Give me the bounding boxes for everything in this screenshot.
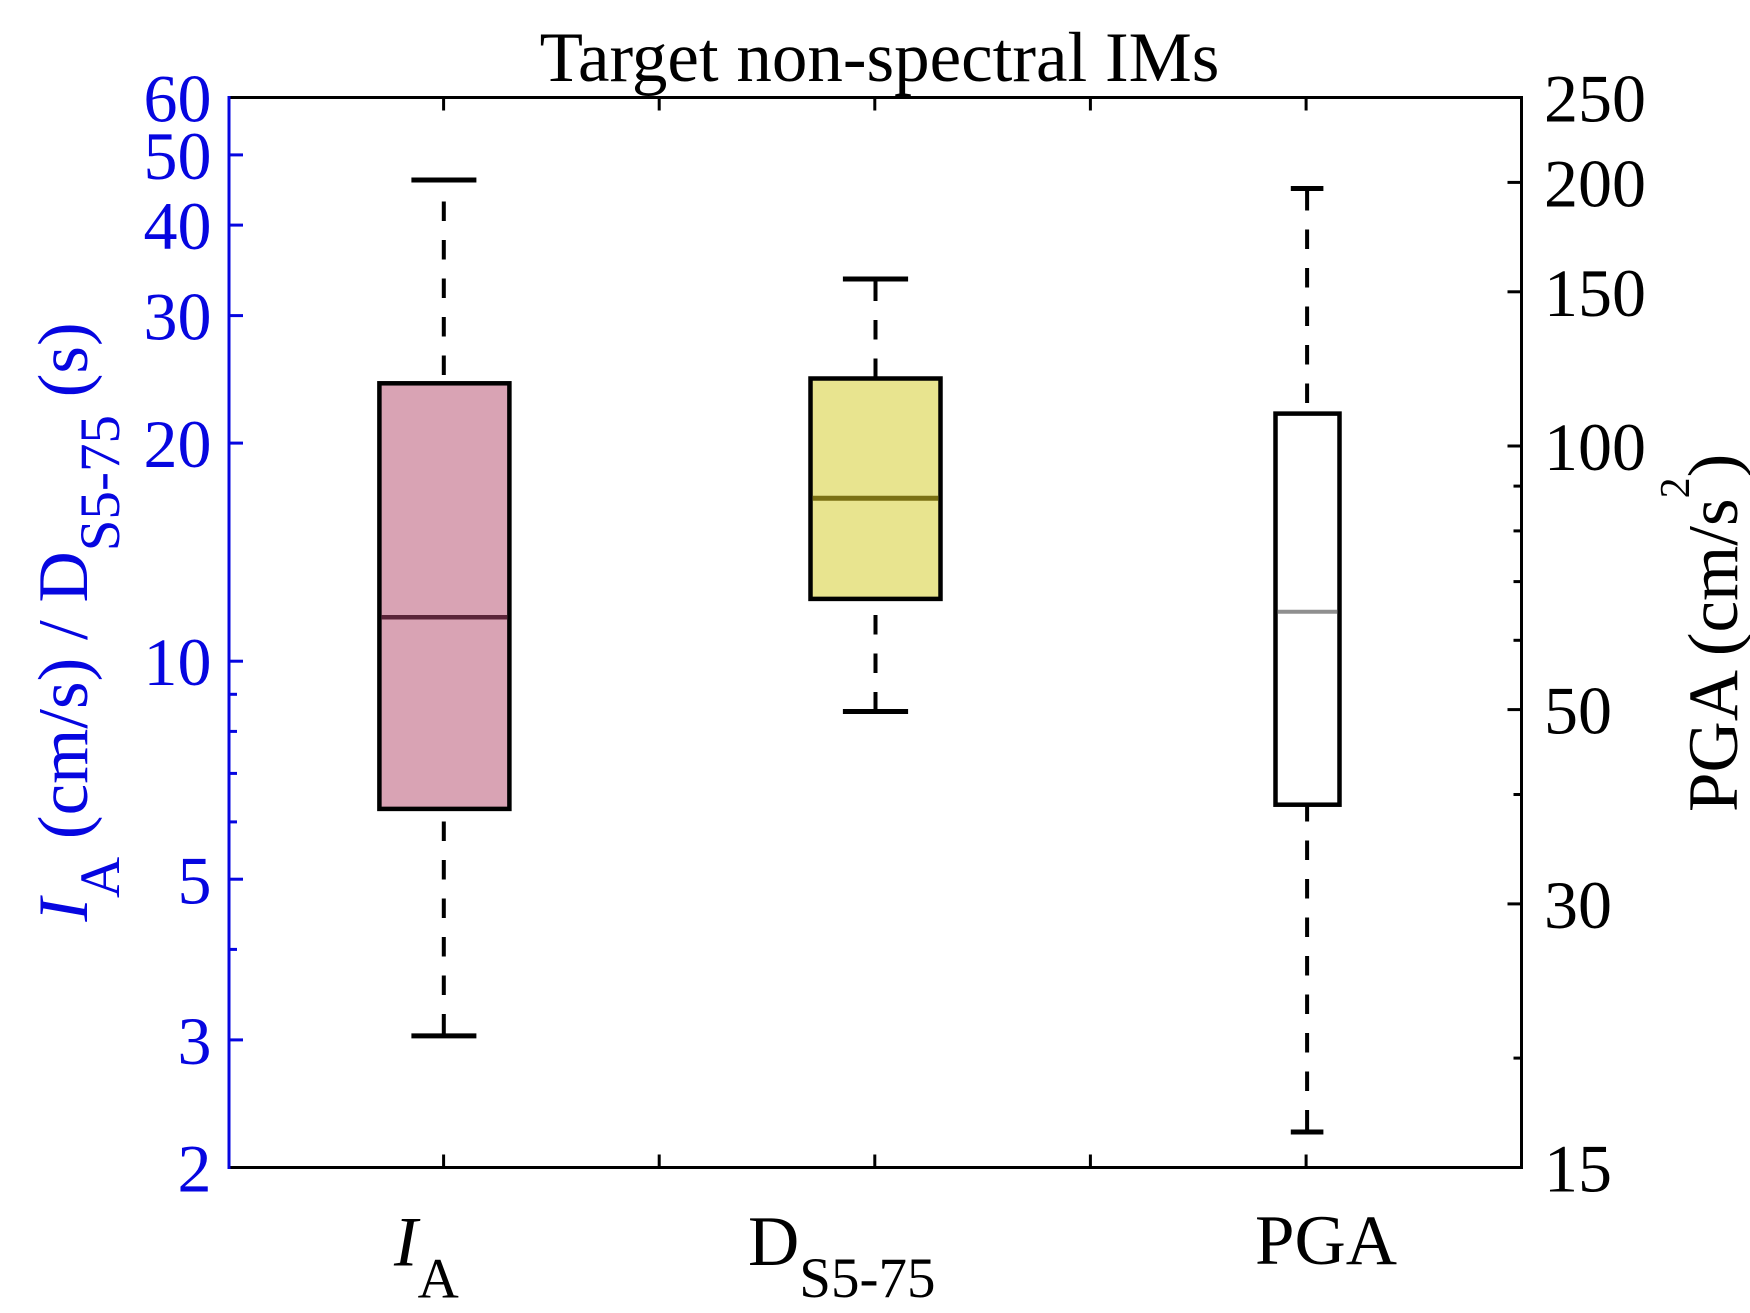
svg-text:50: 50 xyxy=(1544,673,1612,749)
svg-text:IA (cm/s) / DS5-75 (s): IA (cm/s) / DS5-75 (s) xyxy=(25,322,132,922)
svg-text:DS5-75: DS5-75 xyxy=(748,1203,935,1310)
svg-text:3: 3 xyxy=(178,1003,212,1079)
svg-text:200: 200 xyxy=(1544,145,1646,221)
svg-text:Target non-spectral IMs: Target non-spectral IMs xyxy=(540,19,1220,97)
svg-text:40: 40 xyxy=(144,188,212,264)
svg-text:PGA: PGA xyxy=(1255,1202,1397,1280)
svg-text:20: 20 xyxy=(144,406,212,482)
svg-text:IA: IA xyxy=(393,1204,459,1311)
svg-text:30: 30 xyxy=(144,279,212,355)
svg-text:100: 100 xyxy=(1544,409,1646,485)
svg-text:150: 150 xyxy=(1544,255,1646,331)
svg-text:250: 250 xyxy=(1544,61,1646,137)
svg-text:15: 15 xyxy=(1544,1131,1612,1207)
svg-text:50: 50 xyxy=(144,118,212,194)
svg-text:60: 60 xyxy=(144,61,212,137)
svg-text:5: 5 xyxy=(178,842,212,918)
svg-text:30: 30 xyxy=(1544,867,1612,943)
svg-text:PGA (cm/s2): PGA (cm/s2) xyxy=(1653,454,1750,812)
svg-text:10: 10 xyxy=(144,624,212,700)
svg-text:2: 2 xyxy=(178,1131,212,1207)
